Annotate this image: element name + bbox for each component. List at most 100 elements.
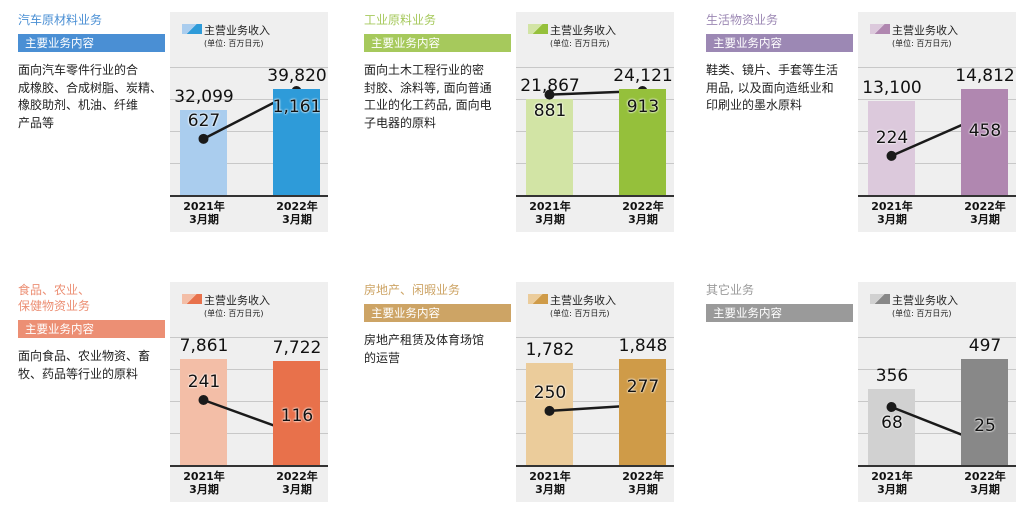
bar bbox=[961, 359, 1008, 465]
chart-box: 主营业务收入 (单位: 百万日元) 356 68 2021年 3月期 497 25 2022年… bbox=[858, 282, 1016, 502]
gridline bbox=[516, 369, 674, 370]
legend-swatch-icon bbox=[182, 24, 202, 34]
x-tick-label: 2021年 3月期 bbox=[871, 200, 913, 226]
legend-label: 主营业务收入 bbox=[550, 24, 616, 37]
segment-title: 其它业务 bbox=[706, 283, 755, 297]
bar-value-label: 39,820 bbox=[267, 66, 327, 86]
chart-box: 主营业务收入 (单位: 百万日元) 13,100 224 2021年 3月期 14,812… bbox=[858, 12, 1016, 232]
bar-value-label: 7,861 bbox=[179, 336, 229, 356]
x-tick-label: 2021年 3月期 bbox=[183, 470, 225, 496]
bar bbox=[961, 89, 1008, 195]
x-tick-label: 2021年 3月期 bbox=[183, 200, 225, 226]
bar-value-label: 14,812 bbox=[955, 66, 1015, 86]
line-point bbox=[886, 150, 897, 161]
x-tick-label: 2022年 3月期 bbox=[622, 470, 664, 496]
segment-panel: 其它业务 主要业务内容 主营业务收入 (单位: 百万日元) 356 68 2021年 3月期… bbox=[706, 280, 1026, 510]
line-value-label: 627 bbox=[187, 110, 221, 131]
x-tick-label: 2022年 3月期 bbox=[622, 200, 664, 226]
gridline bbox=[170, 99, 328, 100]
legend-label: 主营业务收入 bbox=[550, 294, 616, 307]
bar-value-label: 21,867 bbox=[520, 75, 580, 96]
line-value-label: 224 bbox=[875, 127, 909, 148]
bar bbox=[868, 389, 915, 465]
gridline bbox=[858, 433, 1016, 434]
line-value-label: 250 bbox=[533, 382, 567, 403]
segment-description: 面向食品、农业物资、畜 牧、药品等行业的原料 bbox=[18, 349, 151, 381]
segment-content-header: 主要业务内容 bbox=[18, 34, 165, 52]
gridline bbox=[858, 401, 1016, 402]
line-point bbox=[198, 133, 209, 144]
legend-unit: (单位: 百万日元) bbox=[892, 39, 952, 48]
legend-unit: (单位: 百万日元) bbox=[550, 309, 610, 318]
segment-text: 房地产、闲暇业务 主要业务内容 房地产租赁及体育场馆 的运营 bbox=[364, 280, 511, 367]
gridline bbox=[516, 67, 674, 68]
legend-unit: (单位: 百万日元) bbox=[892, 309, 952, 318]
legend-unit: (单位: 百万日元) bbox=[550, 39, 610, 48]
segment-text: 生活物资业务主要业务内容鞋类、镜片、手套等生活 用品, 以及面向造纸业和 印刷业… bbox=[706, 10, 853, 115]
gridline bbox=[858, 369, 1016, 370]
x-axis-baseline bbox=[170, 465, 328, 467]
bar-value-label: 497 bbox=[968, 336, 1002, 356]
bar bbox=[273, 360, 320, 465]
gridline bbox=[170, 131, 328, 132]
line-value-label: 116 bbox=[280, 405, 314, 426]
segment-panel: 食品、农业、 保健物资业务 主要业务内容 面向食品、农业物资、畜 牧、药品等行业的原… bbox=[18, 280, 338, 510]
bar bbox=[180, 359, 227, 465]
x-tick-label: 2022年 3月期 bbox=[276, 200, 318, 226]
bar-value-label: 1,782 bbox=[525, 339, 575, 360]
x-tick-label: 2021年 3月期 bbox=[529, 200, 571, 226]
gridline bbox=[516, 433, 674, 434]
x-axis-baseline bbox=[858, 195, 1016, 197]
bar bbox=[273, 89, 320, 195]
x-tick-label: 2021年 3月期 bbox=[871, 470, 913, 496]
segment-text: 其它业务主要业务内容 bbox=[706, 280, 853, 332]
segment-description: 面向汽车零件行业的合 成橡胶、合成树脂、炭精、 橡胶助剂、机油、纤维 产品等 bbox=[18, 63, 163, 130]
legend-label: 主营业务收入 bbox=[204, 24, 270, 37]
segment-panel: 生活物资业务主要业务内容鞋类、镜片、手套等生活 用品, 以及面向造纸业和 印刷业… bbox=[706, 10, 1026, 240]
bar-value-label: 7,722 bbox=[272, 337, 322, 358]
legend-unit: (单位: 百万日元) bbox=[204, 39, 264, 48]
legend-swatch-icon bbox=[528, 294, 548, 304]
x-tick-label: 2021年 3月期 bbox=[529, 470, 571, 496]
gridline bbox=[170, 433, 328, 434]
line-value-label: 25 bbox=[974, 415, 996, 436]
segment-description: 房地产租赁及体育场馆 的运营 bbox=[364, 333, 485, 365]
legend-swatch-icon bbox=[870, 24, 890, 34]
segment-panel: 工业原料业务 主要业务内容 面向土木工程行业的密 封胶、涂料等, 面向普通 工业的化… bbox=[364, 10, 684, 240]
line-value-label: 277 bbox=[626, 377, 660, 397]
gridline bbox=[170, 401, 328, 402]
bar-value-label: 1,848 bbox=[618, 336, 668, 356]
legend-unit: (单位: 百万日元) bbox=[204, 309, 264, 318]
bar bbox=[619, 89, 666, 195]
gridline bbox=[170, 163, 328, 164]
gridline bbox=[516, 337, 674, 338]
gridline bbox=[170, 337, 328, 338]
line-value-label: 458 bbox=[968, 121, 1002, 141]
gridline bbox=[516, 99, 674, 100]
chart-box: 主营业务收入 (单位: 百万日元) 7,861 241 2021年 3月期 7,722 11… bbox=[170, 282, 328, 502]
line-value-label: 881 bbox=[533, 100, 567, 121]
bar-value-label: 32,099 bbox=[174, 86, 234, 107]
x-tick-label: 2022年 3月期 bbox=[964, 200, 1006, 226]
legend-label: 主营业务收入 bbox=[892, 24, 958, 37]
segment-description: 鞋类、镜片、手套等生活 用品, 以及面向造纸业和 印刷业的墨水原料 bbox=[706, 63, 839, 112]
segment-content-header: 主要业务内容 bbox=[706, 304, 853, 322]
segment-content-header: 主要业务内容 bbox=[18, 320, 165, 338]
bar bbox=[619, 359, 666, 465]
segment-panel: 房地产、闲暇业务 主要业务内容 房地产租赁及体育场馆 的运营 主营业务收入 (单位: 百… bbox=[364, 280, 684, 510]
gridline bbox=[516, 163, 674, 164]
line-value-label: 241 bbox=[187, 372, 221, 392]
segment-content-header: 主要业务内容 bbox=[364, 34, 511, 52]
gridline bbox=[858, 337, 1016, 338]
x-tick-label: 2022年 3月期 bbox=[964, 470, 1006, 496]
segment-content-header: 主要业务内容 bbox=[706, 34, 853, 52]
gridline bbox=[170, 369, 328, 370]
chart-box: 主营业务收入 (单位: 百万日元) 1,782 250 2021年 3月期 1,848 27… bbox=[516, 282, 674, 502]
gridline bbox=[858, 163, 1016, 164]
segment-title: 生活物资业务 bbox=[706, 13, 779, 27]
legend-label: 主营业务收入 bbox=[892, 294, 958, 307]
bar-value-label: 356 bbox=[875, 366, 909, 387]
line-value-label: 1,161 bbox=[272, 97, 322, 117]
bar bbox=[180, 109, 227, 195]
bar-value-label: 13,100 bbox=[862, 78, 922, 99]
